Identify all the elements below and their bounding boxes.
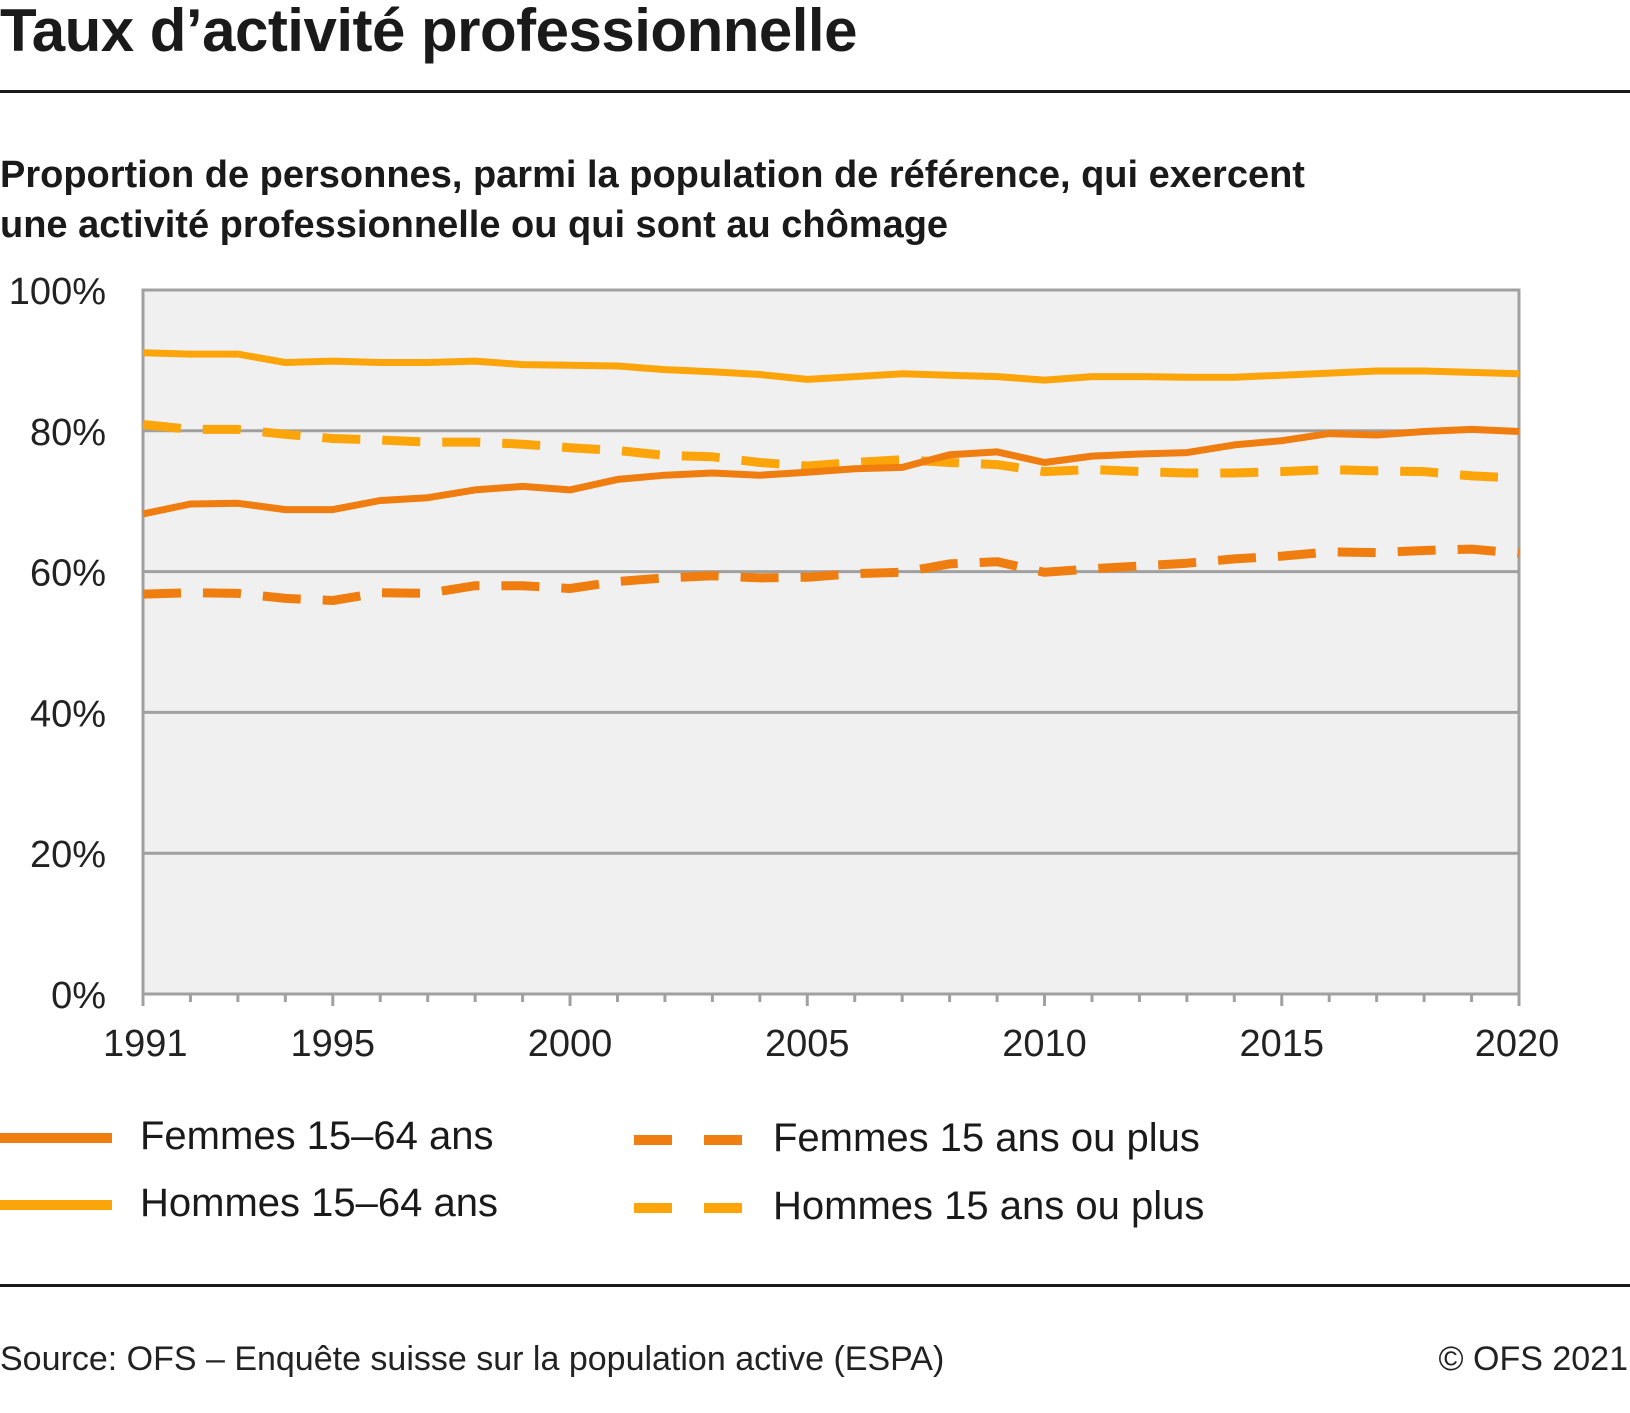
legend-label: Femmes 15–64 ans [140, 1114, 494, 1158]
copyright-note: © OFS 2021 [1438, 1340, 1628, 1378]
chart-subtitle-line1: Proportion de personnes, parmi la popula… [0, 154, 1305, 196]
x-tick-label: 2010 [1002, 1023, 1087, 1065]
source-note: Source: OFS – Enquête suisse sur la popu… [0, 1340, 945, 1378]
y-tick-label: 40% [30, 693, 106, 735]
legend-label: Femmes 15 ans ou plus [773, 1116, 1200, 1160]
legend-swatch [634, 1203, 746, 1213]
chart-subtitle-line2: une activité professionnelle ou qui sont… [0, 204, 949, 246]
legend-swatch [0, 1200, 112, 1210]
y-tick-label: 80% [30, 412, 106, 454]
series-line-1 [142, 349, 1520, 384]
legend-swatch [0, 1133, 112, 1143]
y-tick-label: 100% [9, 271, 106, 313]
y-tick-label: 20% [30, 834, 106, 876]
y-tick-label: 60% [30, 553, 106, 595]
line-chart: 0% 20% 40% 60% 80% 100% 1991 1995 2000 2005 2010 20… [9, 271, 1560, 1065]
plot-area [141, 288, 1521, 996]
series-line-3 [142, 420, 1520, 483]
footer-rule [0, 1284, 1630, 1287]
x-tick-label: 1991 [103, 1023, 188, 1065]
x-tick-label: 2015 [1239, 1023, 1324, 1065]
title-rule [0, 90, 1630, 93]
x-tick-label: 1995 [291, 1023, 376, 1065]
legend-swatch [634, 1135, 746, 1145]
y-tick-label: 0% [51, 975, 106, 1017]
x-tick-label: 2020 [1475, 1023, 1560, 1065]
series-line-0 [142, 425, 1520, 518]
x-tick-label: 2005 [765, 1023, 850, 1065]
legend-label: Hommes 15–64 ans [140, 1181, 498, 1225]
series-line-2 [142, 544, 1520, 605]
chart-title: Taux d’activité professionnelle [0, 0, 857, 64]
legend-label: Hommes 15 ans ou plus [773, 1184, 1205, 1228]
x-tick-label: 2000 [528, 1023, 613, 1065]
